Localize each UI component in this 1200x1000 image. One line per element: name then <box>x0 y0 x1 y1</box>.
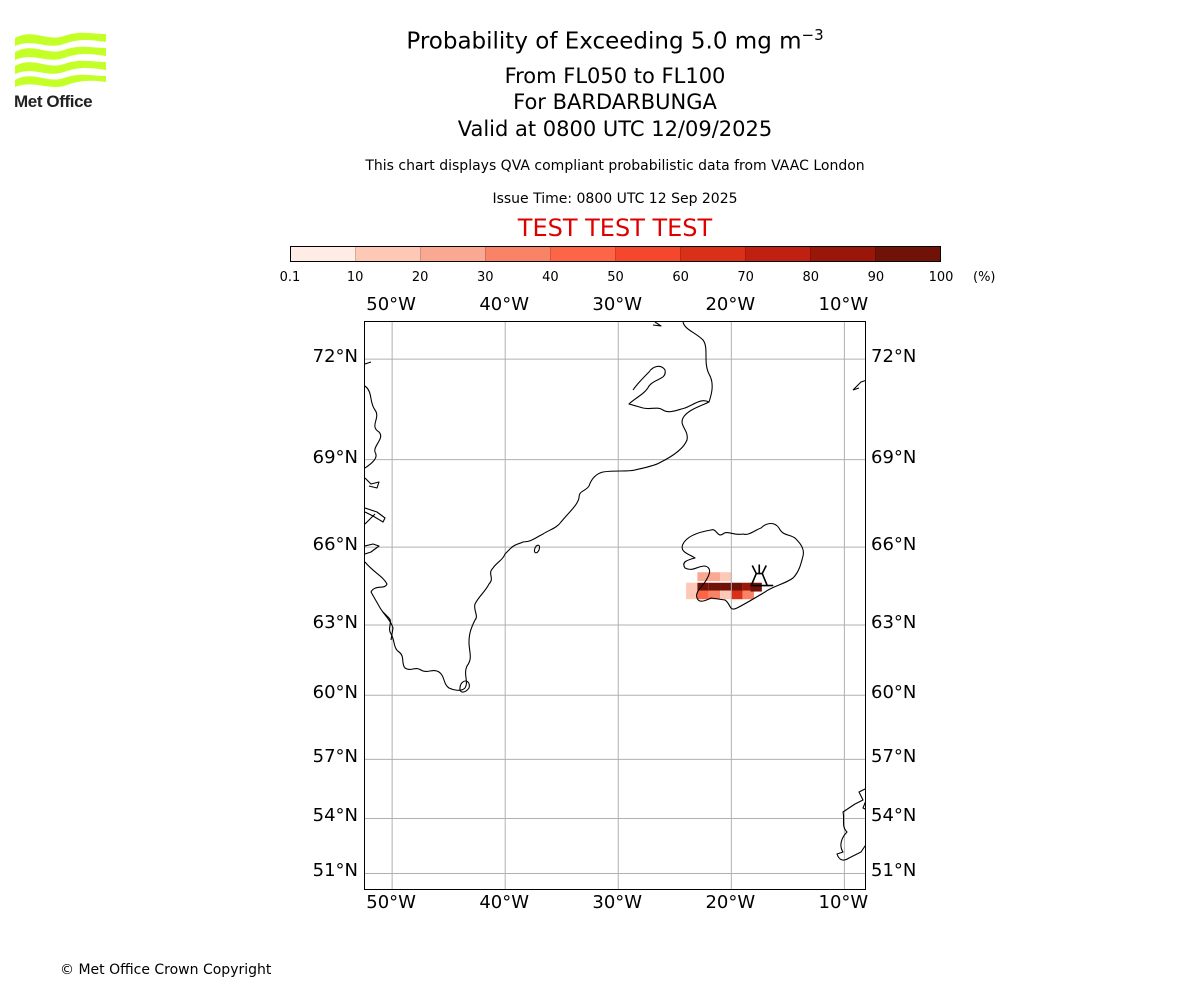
plume-cell <box>697 582 709 592</box>
probability-colorbar <box>290 246 941 262</box>
title-text: Probability of Exceeding 5.0 mg m <box>406 28 802 55</box>
latitude-label: 69°N <box>871 446 917 468</box>
plume-cell <box>708 572 721 582</box>
plume-cell <box>742 590 754 600</box>
colorbar-segment <box>615 247 680 261</box>
latitude-label: 51°N <box>312 860 358 882</box>
plume-cell <box>708 582 721 592</box>
plume-cell <box>720 572 732 582</box>
longitude-label: 40°W <box>479 892 530 913</box>
latitude-label: 57°N <box>871 746 917 768</box>
latitude-label: 60°N <box>312 682 358 704</box>
flight-levels: From FL050 to FL100 <box>504 64 726 88</box>
latitude-label: 54°N <box>312 805 358 827</box>
chart-title: Probability of Exceeding 5.0 mg m−3 <box>315 26 915 55</box>
plume-cell <box>686 590 698 600</box>
ireland-scotland-coastline <box>836 788 865 861</box>
map-frame <box>364 321 866 890</box>
colorbar-tick-label: 40 <box>542 270 559 285</box>
colorbar-segment <box>420 247 485 261</box>
colorbar-segment <box>745 247 810 261</box>
latitude-label: 63°N <box>312 612 358 633</box>
valid-time: Valid at 0800 UTC 12/09/2025 <box>457 117 773 141</box>
latitude-label: 69°N <box>312 446 358 468</box>
colorbar-tick-label: 60 <box>672 270 689 285</box>
volcano-icon <box>750 564 774 587</box>
longitude-label: 20°W <box>705 892 756 913</box>
plume-cell <box>731 582 743 592</box>
latitude-label: 54°N <box>871 805 917 827</box>
colorbar-segment <box>875 247 940 261</box>
colorbar-tick-label: 100 <box>928 270 954 285</box>
logo-text: Met Office <box>14 92 93 111</box>
colorbar-tick-label: 0.1 <box>279 270 301 285</box>
ash-plume <box>686 572 762 600</box>
met-office-waves-icon <box>15 32 106 87</box>
colorbar-unit: (%) <box>973 270 996 285</box>
latitude-label: 60°N <box>871 682 917 704</box>
plume-cell <box>686 582 698 592</box>
longitude-label: 10°W <box>818 294 869 315</box>
graticule <box>365 322 865 889</box>
issue-time: Issue Time: 0800 UTC 12 Sep 2025 <box>492 191 738 207</box>
plume-cell <box>720 590 732 600</box>
colorbar-segment <box>550 247 615 261</box>
test-banner: TEST TEST TEST <box>517 214 713 242</box>
longitude-label: 10°W <box>818 892 869 913</box>
longitude-label: 50°W <box>366 892 416 913</box>
longitude-label: 20°W <box>705 294 756 315</box>
colorbar-tick-label: 10 <box>346 270 364 285</box>
plume-cell <box>742 582 754 592</box>
latitude-label: 66°N <box>312 534 358 556</box>
colorbar-tick-label: 20 <box>411 270 429 285</box>
colorbar-tick-label: 30 <box>477 270 494 285</box>
greenland-island-2 <box>459 680 470 693</box>
longitude-label: 40°W <box>479 294 530 315</box>
jan-mayen-coastline <box>852 380 865 391</box>
plume-cell <box>731 590 743 600</box>
coastlines <box>365 322 865 861</box>
met-office-logo: Met Office <box>14 30 108 112</box>
chart-description: This chart displays QVA compliant probab… <box>365 158 865 174</box>
iceland-coastline <box>681 522 804 610</box>
colorbar-tick-label: 80 <box>802 270 820 285</box>
greenland-fjord <box>628 365 710 413</box>
baffin-coastline <box>365 361 394 641</box>
map-canvas <box>365 322 865 889</box>
longitude-label: 50°W <box>366 294 416 315</box>
colorbar-segment <box>680 247 745 261</box>
plume-cell <box>720 582 732 592</box>
colorbar-tick-label: 90 <box>867 270 885 285</box>
latitude-label: 66°N <box>871 534 917 556</box>
latitude-label: 72°N <box>871 346 917 368</box>
plume-cell <box>697 572 709 582</box>
colorbar-segment <box>810 247 875 261</box>
plume-cell <box>750 582 762 592</box>
colorbar-tick-label: 70 <box>737 270 754 285</box>
volcano-name: For BARDARBUNGA <box>513 90 717 114</box>
plume-cell <box>697 590 709 600</box>
latitude-label: 63°N <box>871 612 917 633</box>
plume-cell <box>708 590 721 600</box>
latitude-label: 51°N <box>871 860 917 882</box>
colorbar-tick-label: 50 <box>607 270 624 285</box>
greenland-island <box>533 544 541 554</box>
latitude-label: 57°N <box>312 746 358 768</box>
colorbar-segment <box>485 247 550 261</box>
colorbar-segment <box>291 247 355 261</box>
greenland-coastline <box>382 322 713 691</box>
colorbar-segment <box>355 247 420 261</box>
longitude-label: 30°W <box>592 892 643 913</box>
latitude-label: 72°N <box>312 346 358 368</box>
title-exponent: −3 <box>801 26 824 44</box>
copyright-notice: © Met Office Crown Copyright <box>60 962 272 978</box>
longitude-label: 30°W <box>592 294 643 315</box>
